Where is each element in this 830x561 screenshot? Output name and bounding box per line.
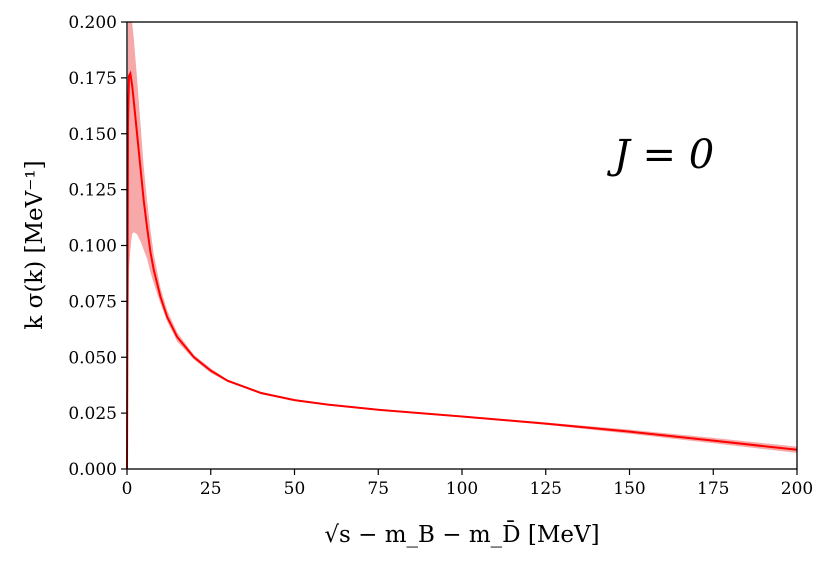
x-tick-label: 150	[613, 479, 645, 499]
y-axis: 0.000 0.025 0.050 0.075 0.100 0.125 0.150 0.175…	[68, 13, 127, 480]
y-tick-label: 0.050	[68, 348, 117, 368]
annotation-j-label: J = 0	[607, 132, 714, 178]
y-tick-label: 0.200	[68, 13, 117, 33]
y-tick-label: 0.100	[68, 237, 117, 257]
x-tick-label: 125	[530, 479, 562, 499]
y-tick-label: 0.150	[68, 125, 117, 145]
plot-area	[126, 22, 798, 470]
y-tick-label: 0.000	[68, 460, 117, 480]
x-tick-label: 0	[122, 479, 133, 499]
x-axis-title: √s − m_B − m_D̄ [MeV]	[324, 521, 599, 548]
x-tick-label: 50	[284, 479, 306, 499]
y-axis-title: k σ(k) [MeV⁻¹]	[22, 160, 48, 329]
y-tick-label: 0.025	[68, 404, 117, 424]
x-axis: 0 25 50 75 100 125 150 175 200	[122, 469, 813, 499]
y-tick-label: 0.075	[68, 292, 117, 312]
series-line	[126, 70, 798, 470]
y-tick-label: 0.125	[68, 181, 117, 201]
x-tick-label: 100	[446, 479, 478, 499]
x-tick-label: 200	[781, 479, 813, 499]
x-tick-label: 175	[697, 479, 729, 499]
y-tick-label: 0.175	[68, 69, 117, 89]
uncertainty-band	[127, 22, 797, 469]
x-tick-label: 75	[367, 479, 389, 499]
plot-frame	[126, 21, 798, 470]
x-tick-label: 25	[200, 479, 222, 499]
